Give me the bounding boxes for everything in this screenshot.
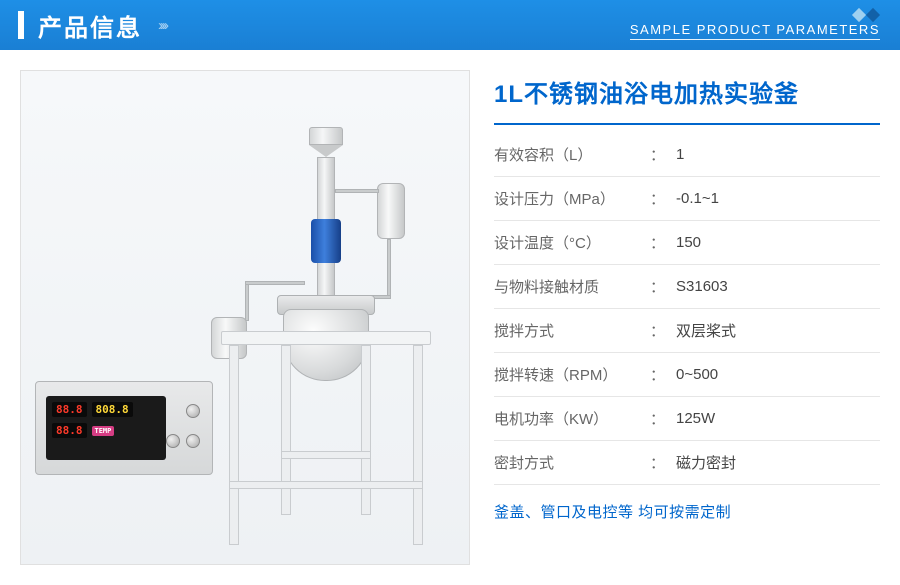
readout-1: 88.8 <box>52 402 87 417</box>
content-area: 88.8 808.8 88.8 TEMP 1L不锈钢油浴电加热实验釜 有效容积（… <box>0 50 900 585</box>
readout-3: 88.8 <box>52 423 87 438</box>
spec-value: 0~500 <box>676 366 718 383</box>
spec-label: 搅拌方式 <box>494 320 650 341</box>
header-arrows-icon: ›››› <box>158 17 166 34</box>
spec-value: 125W <box>676 410 715 427</box>
header-subtitle: SAMPLE PRODUCT PARAMETERS <box>630 22 880 40</box>
specs-table: 有效容积（L）：1设计压力（MPa）：-0.1~1设计温度（°C）：150与物料… <box>494 133 880 485</box>
readout-2: 808.8 <box>92 402 133 417</box>
spec-row: 与物料接触材质：S31603 <box>494 265 880 309</box>
knob-icon <box>166 434 180 448</box>
hopper-icon <box>309 127 343 157</box>
spec-row: 设计压力（MPa）：-0.1~1 <box>494 177 880 221</box>
diamond-decor-icon <box>854 10 878 20</box>
spec-value: 1 <box>676 146 684 163</box>
header-accent-bar <box>18 11 24 39</box>
spec-label: 搅拌转速（RPM） <box>494 364 650 385</box>
spec-row: 有效容积（L）：1 <box>494 133 880 177</box>
pipe-icon <box>387 239 391 299</box>
header-title: 产品信息 <box>38 8 142 43</box>
spec-colon: ： <box>650 320 676 341</box>
spec-value: -0.1~1 <box>676 190 719 207</box>
spec-colon: ： <box>650 232 676 253</box>
readout-tag: TEMP <box>92 426 115 436</box>
spec-label: 密封方式 <box>494 452 650 473</box>
header-bar: 产品信息 ›››› SAMPLE PRODUCT PARAMETERS <box>0 0 900 50</box>
pipe-icon <box>335 189 379 193</box>
spec-row: 密封方式：磁力密封 <box>494 441 880 485</box>
header-left: 产品信息 ›››› <box>0 0 166 50</box>
pipe-icon <box>245 281 305 285</box>
spec-row: 搅拌方式：双层桨式 <box>494 309 880 353</box>
spec-colon: ： <box>650 144 676 165</box>
product-title: 1L不锈钢油浴电加热实验釜 <box>494 74 880 125</box>
condenser-icon <box>377 183 405 239</box>
stand-table-icon <box>221 331 431 546</box>
spec-value: 150 <box>676 234 701 251</box>
spec-row: 设计温度（°C）：150 <box>494 221 880 265</box>
knob-icon <box>186 404 200 418</box>
spec-colon: ： <box>650 452 676 473</box>
spec-label: 有效容积（L） <box>494 144 650 165</box>
motor-icon <box>311 219 341 263</box>
knob-icon <box>186 434 200 448</box>
spec-row: 电机功率（KW）：125W <box>494 397 880 441</box>
pipe-icon <box>245 281 249 321</box>
spec-colon: ： <box>650 276 676 297</box>
product-info: 1L不锈钢油浴电加热实验釜 有效容积（L）：1设计压力（MPa）：-0.1~1设… <box>494 70 880 565</box>
spec-colon: ： <box>650 188 676 209</box>
controller-box-icon: 88.8 808.8 88.8 TEMP <box>35 381 213 475</box>
spec-value: S31603 <box>676 278 728 295</box>
product-image: 88.8 808.8 88.8 TEMP <box>20 70 470 565</box>
spec-value: 磁力密封 <box>676 452 736 473</box>
spec-colon: ： <box>650 364 676 385</box>
spec-label: 与物料接触材质 <box>494 276 650 297</box>
spec-value: 双层桨式 <box>676 320 736 341</box>
spec-row: 搅拌转速（RPM）：0~500 <box>494 353 880 397</box>
spec-label: 设计温度（°C） <box>494 232 650 253</box>
spec-label: 电机功率（KW） <box>494 408 650 429</box>
header-right: SAMPLE PRODUCT PARAMETERS <box>630 10 880 40</box>
product-footer-note: 釜盖、管口及电控等 均可按需定制 <box>494 501 880 522</box>
spec-colon: ： <box>650 408 676 429</box>
spec-label: 设计压力（MPa） <box>494 188 650 209</box>
